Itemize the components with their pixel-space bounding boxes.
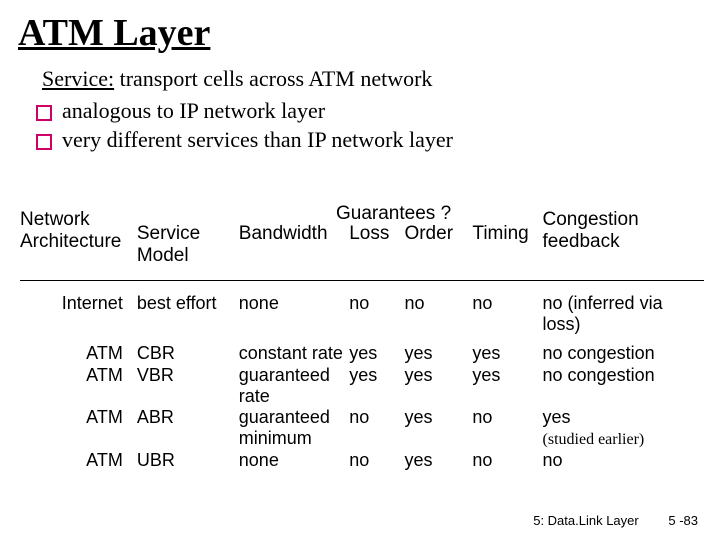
cell-model: ABR: [137, 407, 239, 450]
service-table: Guarantees ? NetworkArchitecture Service…: [20, 205, 704, 471]
cell-bw: guaranteed rate: [239, 365, 349, 407]
bullet-row: analogous to IP network layer: [36, 96, 694, 126]
cell-cong: yes (studied earlier): [543, 407, 704, 450]
guarantees-header: Guarantees ?: [336, 203, 451, 225]
cell-loss: yes: [349, 335, 404, 364]
cell-timing: no: [472, 450, 542, 471]
cell-order: yes: [404, 335, 472, 364]
cell-cong: no: [543, 450, 704, 471]
bullet-text: analogous to IP network layer: [62, 96, 694, 126]
footer: 5: Data.Link Layer 5 -83: [533, 513, 698, 528]
col-congestion: Congestionfeedback: [543, 205, 704, 276]
cell-bw: constant rate: [239, 335, 349, 364]
cell-model: best effort: [137, 293, 239, 335]
cell-cong: no (inferred via loss): [543, 293, 704, 335]
cell-loss: no: [349, 407, 404, 450]
cell-model: UBR: [137, 450, 239, 471]
cell-loss: no: [349, 450, 404, 471]
slide-title: ATM Layer: [18, 14, 704, 54]
cell-model: VBR: [137, 365, 239, 407]
bullet-icon: [36, 105, 52, 121]
bullet-row: very different services than IP network …: [36, 125, 694, 155]
table-row: Internet best effort none no no no no (i…: [20, 293, 704, 335]
service-label: Service:: [42, 66, 114, 91]
cell-timing: yes: [472, 335, 542, 364]
cell-loss: yes: [349, 365, 404, 407]
cell-arch: ATM: [20, 407, 137, 450]
cell-timing: yes: [472, 365, 542, 407]
studied-note: (studied earlier): [543, 431, 645, 448]
table-row: ATM CBR constant rate yes yes yes no con…: [20, 335, 704, 364]
cell-order: no: [404, 293, 472, 335]
service-line: Service: transport cells across ATM netw…: [42, 64, 694, 94]
cell-timing: no: [472, 293, 542, 335]
cell-arch: ATM: [20, 450, 137, 471]
cell-loss: no: [349, 293, 404, 335]
cell-order: yes: [404, 407, 472, 450]
cell-order: yes: [404, 450, 472, 471]
col-service-model: ServiceModel: [137, 205, 239, 276]
footer-chapter: 5: Data.Link Layer: [533, 513, 639, 528]
cell-bw: none: [239, 450, 349, 471]
cell-cong: no congestion: [543, 365, 704, 407]
cell-model: CBR: [137, 335, 239, 364]
cell-arch: Internet: [20, 293, 137, 335]
cell-bw: none: [239, 293, 349, 335]
table: NetworkArchitecture ServiceModel Bandwid…: [20, 205, 704, 471]
bullet-text: very different services than IP network …: [62, 125, 694, 155]
cell-cong: no congestion: [543, 335, 704, 364]
header-rule: [20, 276, 704, 293]
cell-order: yes: [404, 365, 472, 407]
footer-page: 5 -83: [668, 513, 698, 528]
body-text-block: Service: transport cells across ATM netw…: [42, 64, 694, 155]
cell-bw: guaranteed minimum: [239, 407, 349, 450]
cell-timing: no: [472, 407, 542, 450]
cell-arch: ATM: [20, 335, 137, 364]
col-architecture: NetworkArchitecture: [20, 205, 137, 276]
table-row: ATM ABR guaranteed minimum no yes no yes…: [20, 407, 704, 450]
table-row: ATM UBR none no yes no no: [20, 450, 704, 471]
service-text: transport cells across ATM network: [114, 66, 432, 91]
table-row: ATM VBR guaranteed rate yes yes yes no c…: [20, 365, 704, 407]
cell-arch: ATM: [20, 365, 137, 407]
col-bandwidth: Bandwidth: [239, 205, 349, 276]
col-timing: Timing: [472, 205, 542, 276]
bullet-icon: [36, 134, 52, 150]
